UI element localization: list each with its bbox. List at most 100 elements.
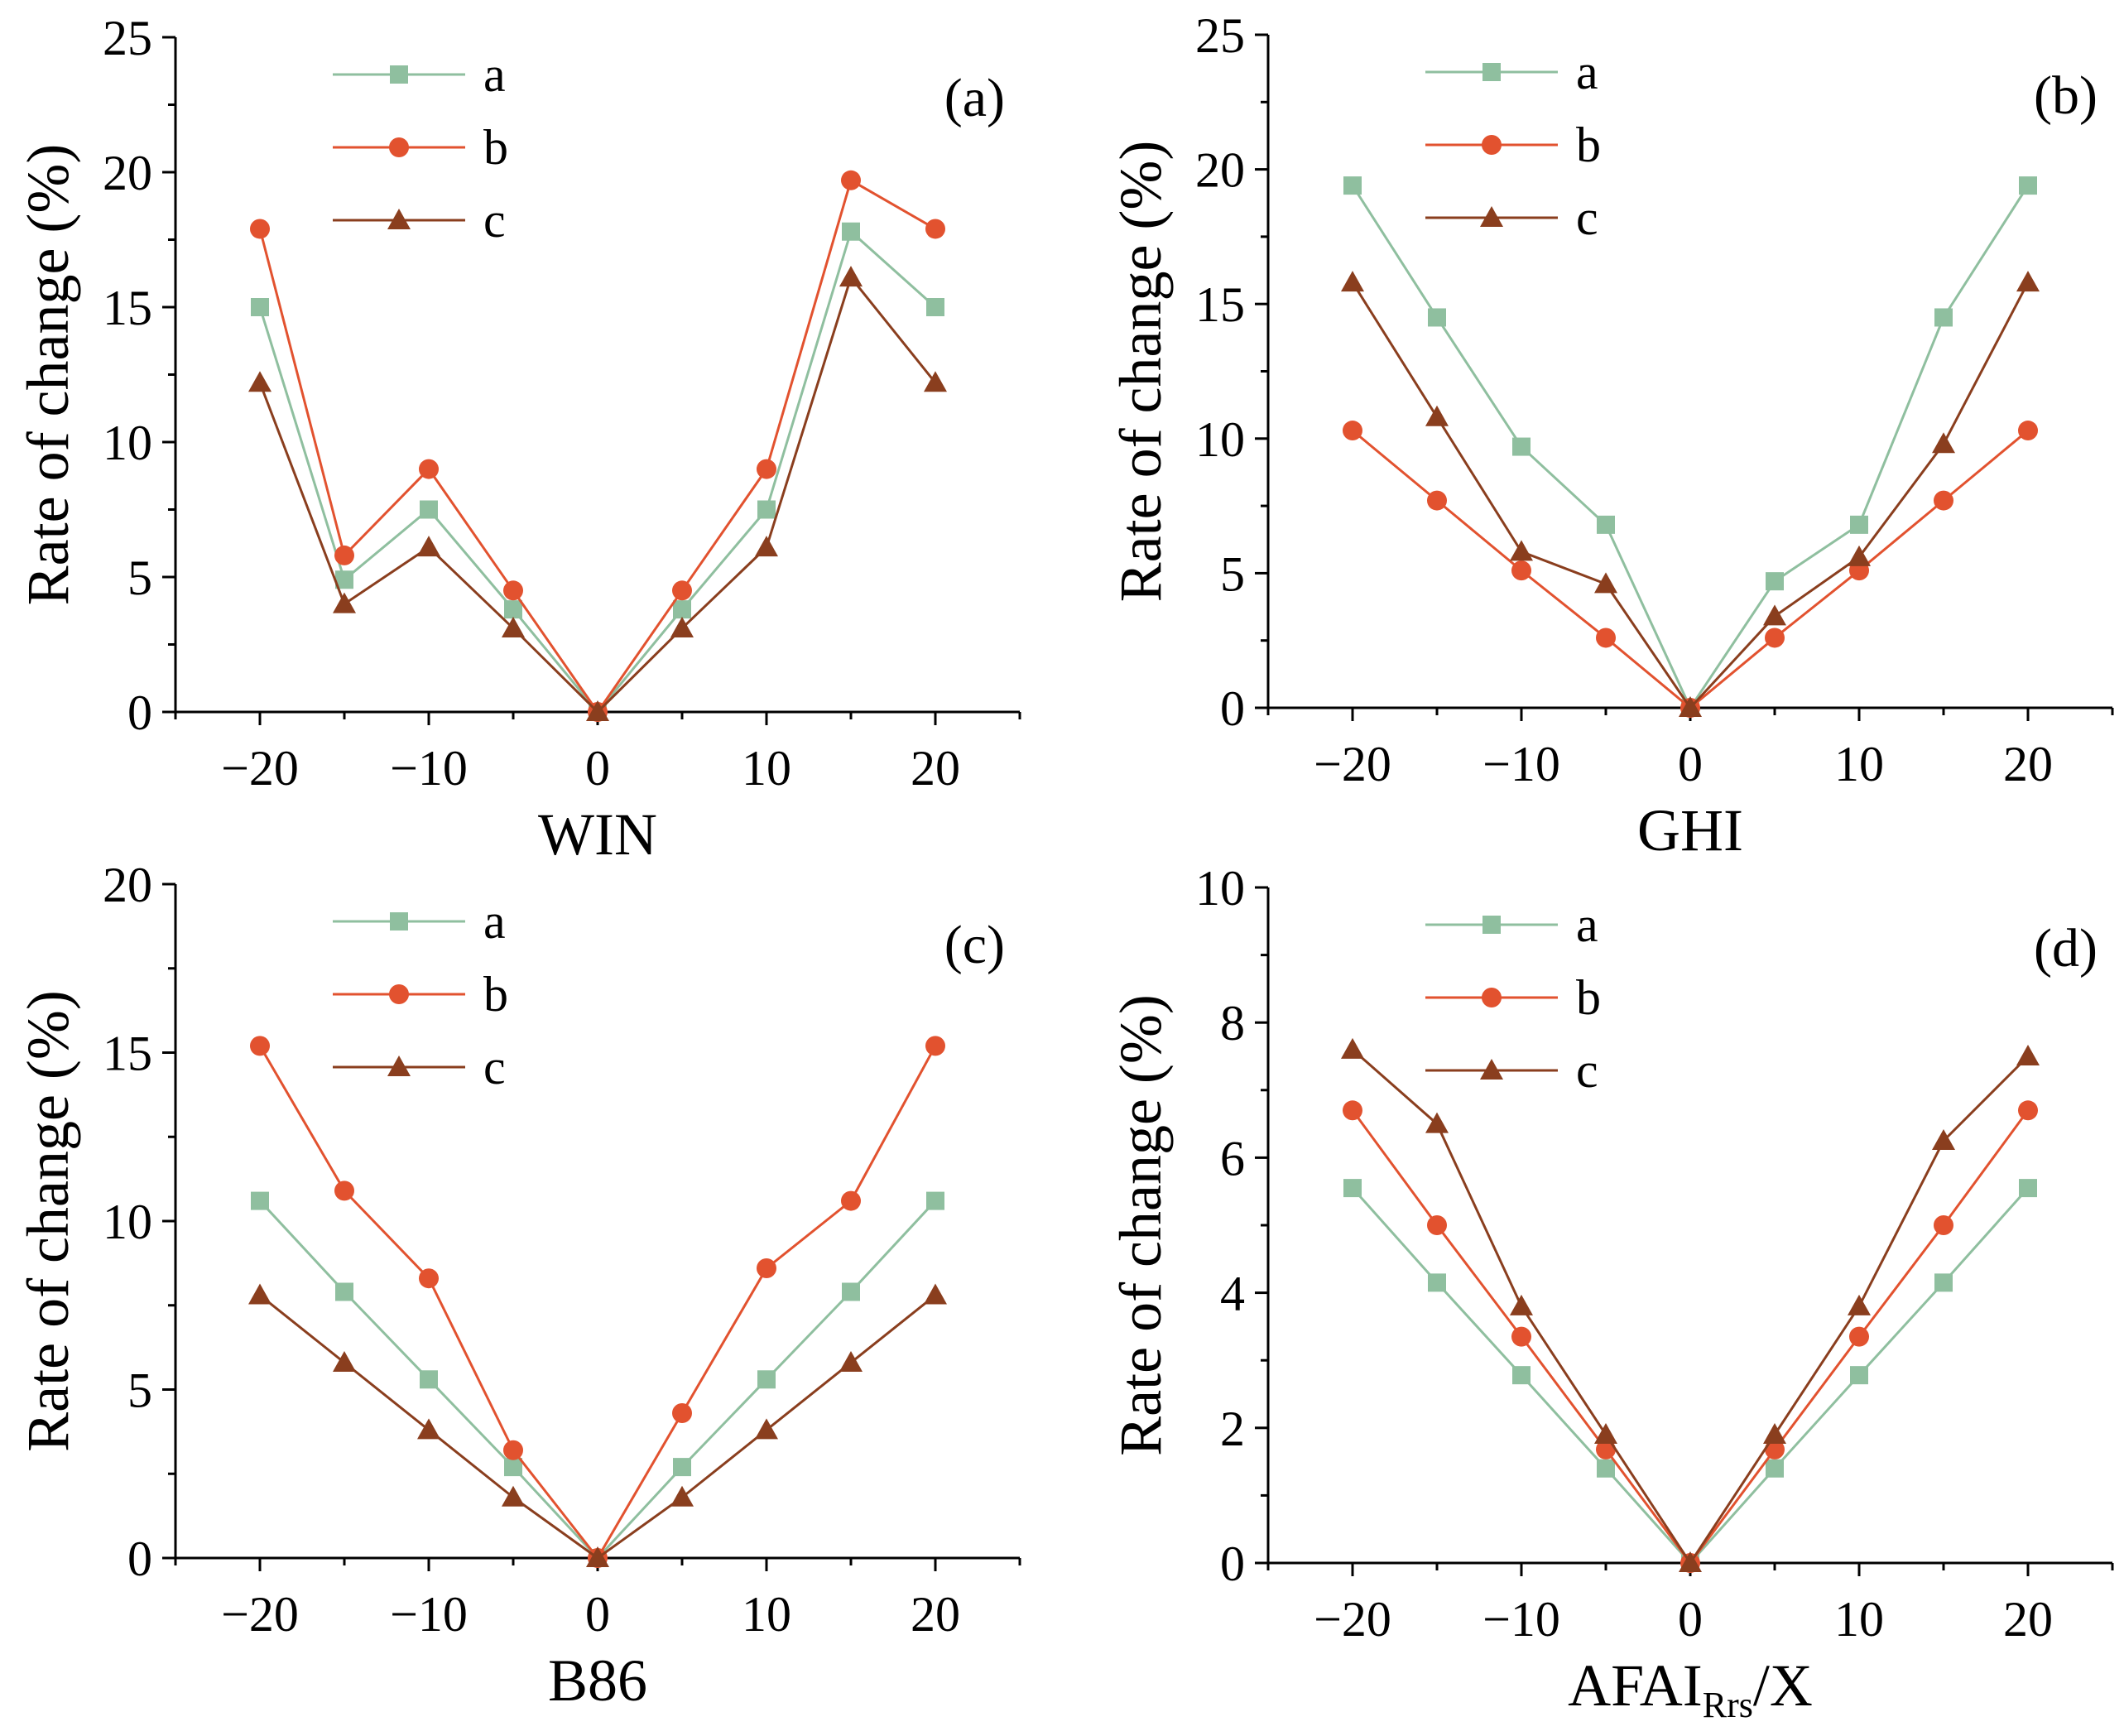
y-tick-label: 20: [103, 858, 152, 912]
data-point-b: [1343, 421, 1362, 441]
legend-marker-c: [387, 1056, 411, 1076]
series-line-b: [1352, 429, 2029, 709]
legend-label-a: a: [483, 894, 506, 949]
data-point-b: [1427, 1215, 1447, 1235]
data-point-c: [502, 616, 525, 637]
data-point-a: [1850, 515, 1868, 534]
x-tick-label: 10: [1834, 737, 1884, 791]
data-point-b: [1934, 490, 1953, 511]
data-point-c: [924, 371, 947, 392]
data-point-a: [1597, 515, 1615, 534]
data-point-b: [1765, 628, 1785, 648]
data-point-a: [1428, 308, 1446, 327]
data-point-b: [1934, 1215, 1953, 1235]
data-point-b: [925, 219, 945, 239]
data-point-c: [1679, 1551, 1702, 1572]
y-tick-label: 5: [127, 1363, 152, 1418]
data-point-a: [2019, 176, 2037, 195]
data-point-b: [2018, 421, 2038, 441]
data-point-a: [1850, 1366, 1868, 1385]
data-point-a: [2019, 1179, 2037, 1198]
x-tick-label: 0: [1678, 1592, 1703, 1647]
y-tick-label: 10: [103, 1195, 152, 1249]
x-tick-label: −20: [1314, 1592, 1391, 1647]
y-tick-label: 20: [103, 146, 152, 200]
data-point-a: [926, 1191, 944, 1210]
data-point-c: [586, 700, 609, 721]
legend-label-b: b: [483, 967, 508, 1022]
data-point-a: [926, 298, 944, 316]
chart-panel-0: −20 −10 0 10 20 0 5 10 15 20 25 WIN Rate of change (…: [15, 11, 1021, 868]
data-point-a: [842, 222, 860, 241]
y-axis-title: Rate of change (%): [1108, 994, 1174, 1456]
data-point-c: [1679, 696, 1702, 717]
data-point-c: [670, 616, 694, 637]
data-point-a: [1512, 437, 1531, 456]
data-point-a: [335, 570, 353, 589]
chart-panel-2: −20 −10 0 10 20 0 5 10 15 20 B86 Rate of change (%)…: [15, 858, 1021, 1714]
series-line-a: [258, 1200, 937, 1560]
data-point-c: [1763, 1422, 1786, 1444]
y-tick-label: 6: [1220, 1131, 1245, 1185]
chart-panel-1: −20 −10 0 10 20 0 5 10 15 20 25 GHI Rate of change (…: [1108, 8, 2114, 863]
data-point-a: [1934, 308, 1953, 327]
legend-marker-c: [1480, 1059, 1503, 1080]
data-point-c: [502, 1485, 525, 1507]
chart-panel-3: −20 −10 0 10 20 0 2 4 6 8 10 AFAIRrs/X Rate of chang…: [1108, 861, 2114, 1725]
legend-label-c: c: [483, 193, 506, 248]
x-axis-title: WIN: [538, 801, 657, 868]
panel-tag: (a): [944, 68, 1005, 128]
data-point-b: [503, 580, 523, 601]
data-point-a: [1766, 572, 1784, 591]
data-point-a: [420, 1370, 438, 1389]
legend-marker-a: [390, 65, 408, 84]
legend-marker-c: [387, 209, 411, 229]
data-point-b: [1511, 560, 1531, 581]
x-axis-title: GHI: [1637, 797, 1743, 863]
data-point-a: [251, 298, 269, 316]
series-line-b: [258, 178, 936, 714]
y-tick-label: 20: [1195, 143, 1245, 198]
legend-label-a: a: [1576, 45, 1598, 99]
data-point-b: [419, 459, 439, 479]
y-axis-title: Rate of change (%): [15, 990, 81, 1452]
data-point-c: [417, 536, 440, 557]
series-line-b: [1351, 1109, 2030, 1565]
data-point-c: [2016, 271, 2040, 292]
data-point-a: [1428, 1273, 1446, 1292]
data-point-b: [757, 1258, 776, 1278]
data-point-c: [1848, 545, 1871, 566]
legend-label-c: c: [1576, 1043, 1598, 1098]
y-tick-label: 5: [127, 551, 152, 605]
data-point-a: [504, 600, 522, 619]
data-point-a: [842, 1282, 860, 1301]
data-point-c: [333, 1350, 356, 1372]
data-point-b: [841, 170, 861, 190]
x-tick-label: −10: [390, 741, 468, 796]
x-tick-label: 20: [911, 741, 960, 796]
legend-label-b: b: [483, 120, 508, 175]
x-tick-label: 0: [585, 741, 610, 796]
y-tick-label: 2: [1220, 1402, 1245, 1456]
series-line-c: [1351, 281, 2030, 710]
x-axis-title-main: WIN: [538, 801, 657, 868]
data-point-a: [673, 1458, 691, 1477]
data-point-a: [420, 500, 438, 519]
x-axis-title: B86: [548, 1647, 647, 1714]
series-line-a: [1351, 1187, 2030, 1565]
y-tick-label: 25: [103, 11, 152, 65]
data-point-b: [1596, 1439, 1616, 1459]
data-point-c: [1594, 1422, 1617, 1444]
data-point-c: [839, 266, 863, 287]
data-point-a: [757, 500, 776, 519]
data-point-c: [248, 1283, 272, 1305]
data-point-b: [2018, 1100, 2038, 1121]
y-tick-label: 0: [1220, 1536, 1245, 1591]
data-point-c: [1510, 1294, 1533, 1315]
legend-marker-b: [389, 984, 409, 1004]
legend-marker-b: [1482, 135, 1502, 155]
data-point-c: [924, 1283, 947, 1305]
y-tick-label: 4: [1220, 1267, 1245, 1321]
x-tick-label: 0: [585, 1587, 610, 1642]
data-point-c: [586, 1546, 609, 1567]
